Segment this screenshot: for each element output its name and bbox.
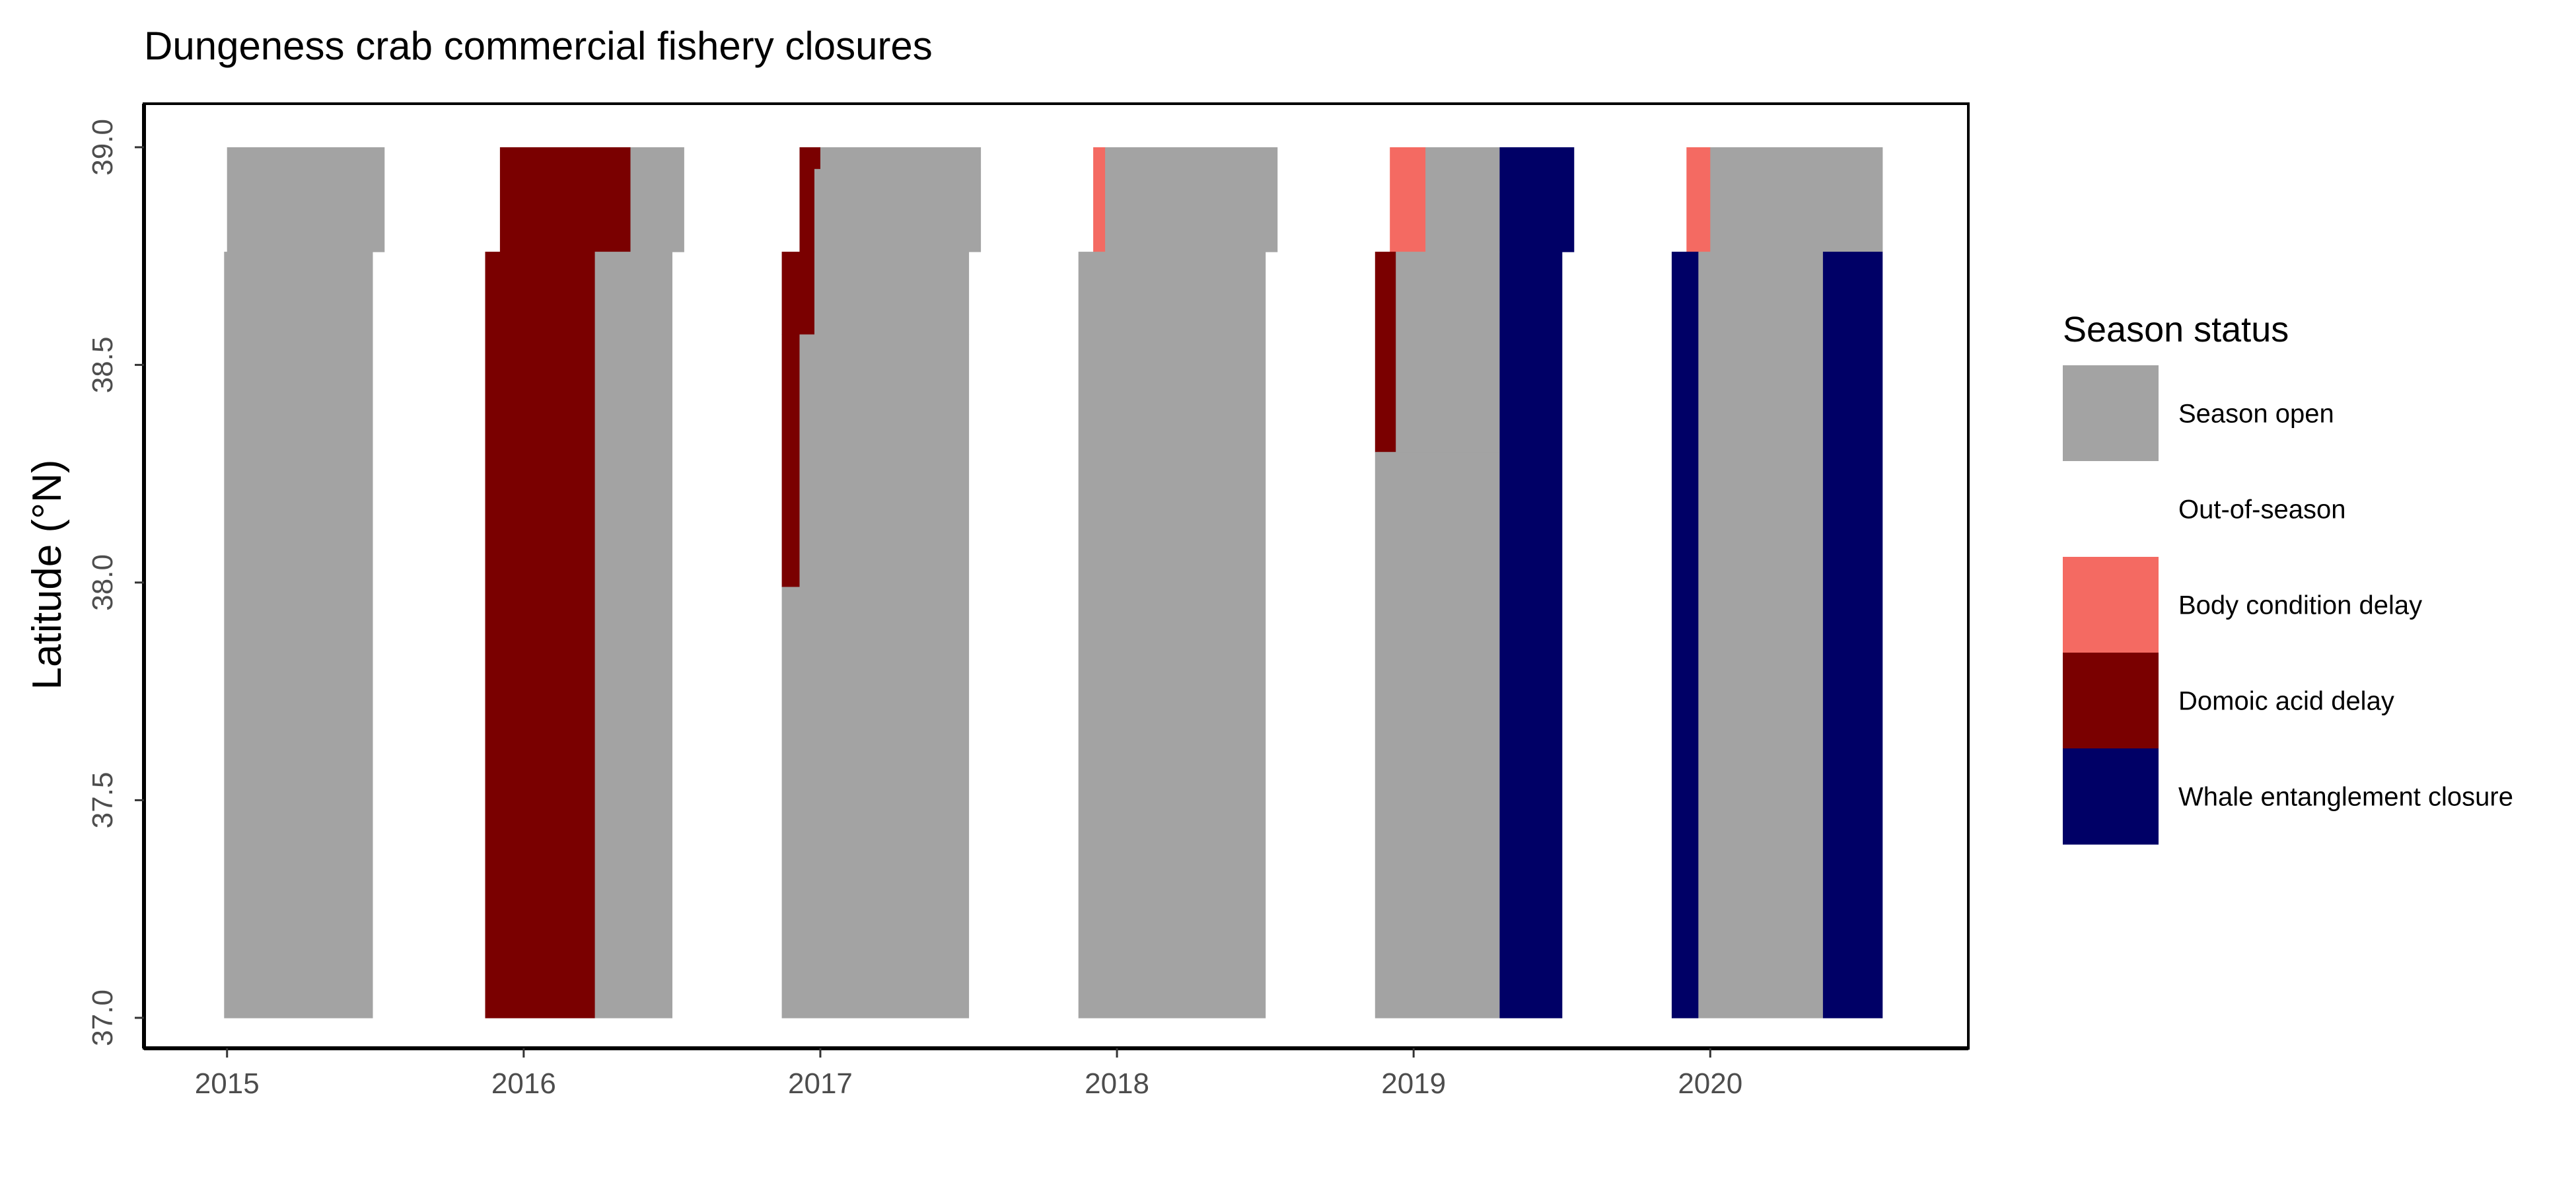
closure-segment-whale-30 (1822, 252, 1883, 1019)
closure-segment-domoic-11 (781, 252, 815, 335)
x-tick-label: 2015 (195, 1067, 260, 1100)
axes: 2015 2016 2017 2018 2019 2020 37.0 37.5 38.0 38.5… (87, 104, 1968, 1100)
closure-segment-domoic-6 (499, 147, 578, 252)
closure-segment-open-20 (1425, 147, 1500, 252)
legend-label-body: Body condition delay (2178, 591, 2422, 620)
legend-key-domoic (2063, 653, 2159, 749)
closure-segment-open-5 (594, 252, 672, 1019)
legend-label-open: Season open (2178, 400, 2334, 429)
legend-label-out: Out-of-season (2178, 495, 2345, 524)
closure-segment-domoic-7 (799, 147, 821, 170)
x-tick-label: 2018 (1085, 1067, 1149, 1100)
chart-title: Dungeness crab commercial fishery closur… (144, 24, 933, 68)
closure-segment-domoic-22 (1375, 252, 1396, 452)
legend-key-out (2063, 461, 2159, 558)
closure-segment-body-26 (1686, 147, 1711, 252)
y-tick-label: 38.5 (87, 337, 119, 394)
y-tick-label: 37.0 (87, 990, 119, 1046)
x-tick-label: 2016 (491, 1067, 556, 1100)
closure-segment-domoic-8 (799, 168, 815, 252)
closure-segment-open-29 (1698, 252, 1824, 1019)
closure-segment-open-15 (781, 587, 801, 1019)
closure-segment-body-19 (1390, 147, 1426, 252)
x-tick-label: 2017 (788, 1067, 853, 1100)
closure-segment-body-16 (1093, 147, 1106, 252)
closure-segment-open-13 (799, 334, 970, 1019)
legend-key-whale (2063, 748, 2159, 845)
y-tick-label: 38.0 (87, 554, 119, 611)
closure-segment-domoic-12 (781, 334, 801, 588)
closure-segments (224, 147, 1883, 1019)
closure-segment-open-10 (820, 147, 982, 170)
legend-key-open (2063, 365, 2159, 462)
closure-segment-open-23 (1396, 252, 1500, 452)
x-tick-label: 2020 (1678, 1067, 1742, 1100)
closure-segment-open-18 (1078, 252, 1266, 1019)
closure-segment-open-27 (1710, 147, 1883, 252)
closure-segment-open-14 (814, 252, 970, 335)
closure-segment-open-3 (630, 147, 684, 252)
x-tick-label: 2019 (1381, 1067, 1446, 1100)
legend-key-body (2063, 557, 2159, 653)
closure-segment-open-24 (1375, 452, 1500, 1019)
y-tick-label: 37.5 (87, 772, 119, 829)
closure-segment-whale-25 (1499, 252, 1563, 1019)
legend-label-whale: Whale entanglement closure (2178, 783, 2513, 812)
closure-segment-open-9 (814, 168, 982, 252)
closure-segment-open-17 (1105, 147, 1278, 252)
closure-segment-domoic-4 (485, 252, 596, 1019)
y-axis-title: Latitude (°N) (24, 460, 70, 690)
closure-segment-whale-28 (1671, 252, 1699, 1019)
closure-segment-domoic-2 (577, 147, 631, 252)
legend-label-domoic: Domoic acid delay (2178, 687, 2394, 716)
legend-title: Season status (2063, 310, 2289, 349)
closure-segment-whale-21 (1499, 147, 1575, 252)
closure-segment-open-1 (224, 252, 373, 1019)
closure-segment-open-0 (227, 147, 385, 252)
legend: Season open Out-of-season Body condition d… (2063, 365, 2513, 845)
y-tick-label: 39.0 (87, 119, 119, 176)
